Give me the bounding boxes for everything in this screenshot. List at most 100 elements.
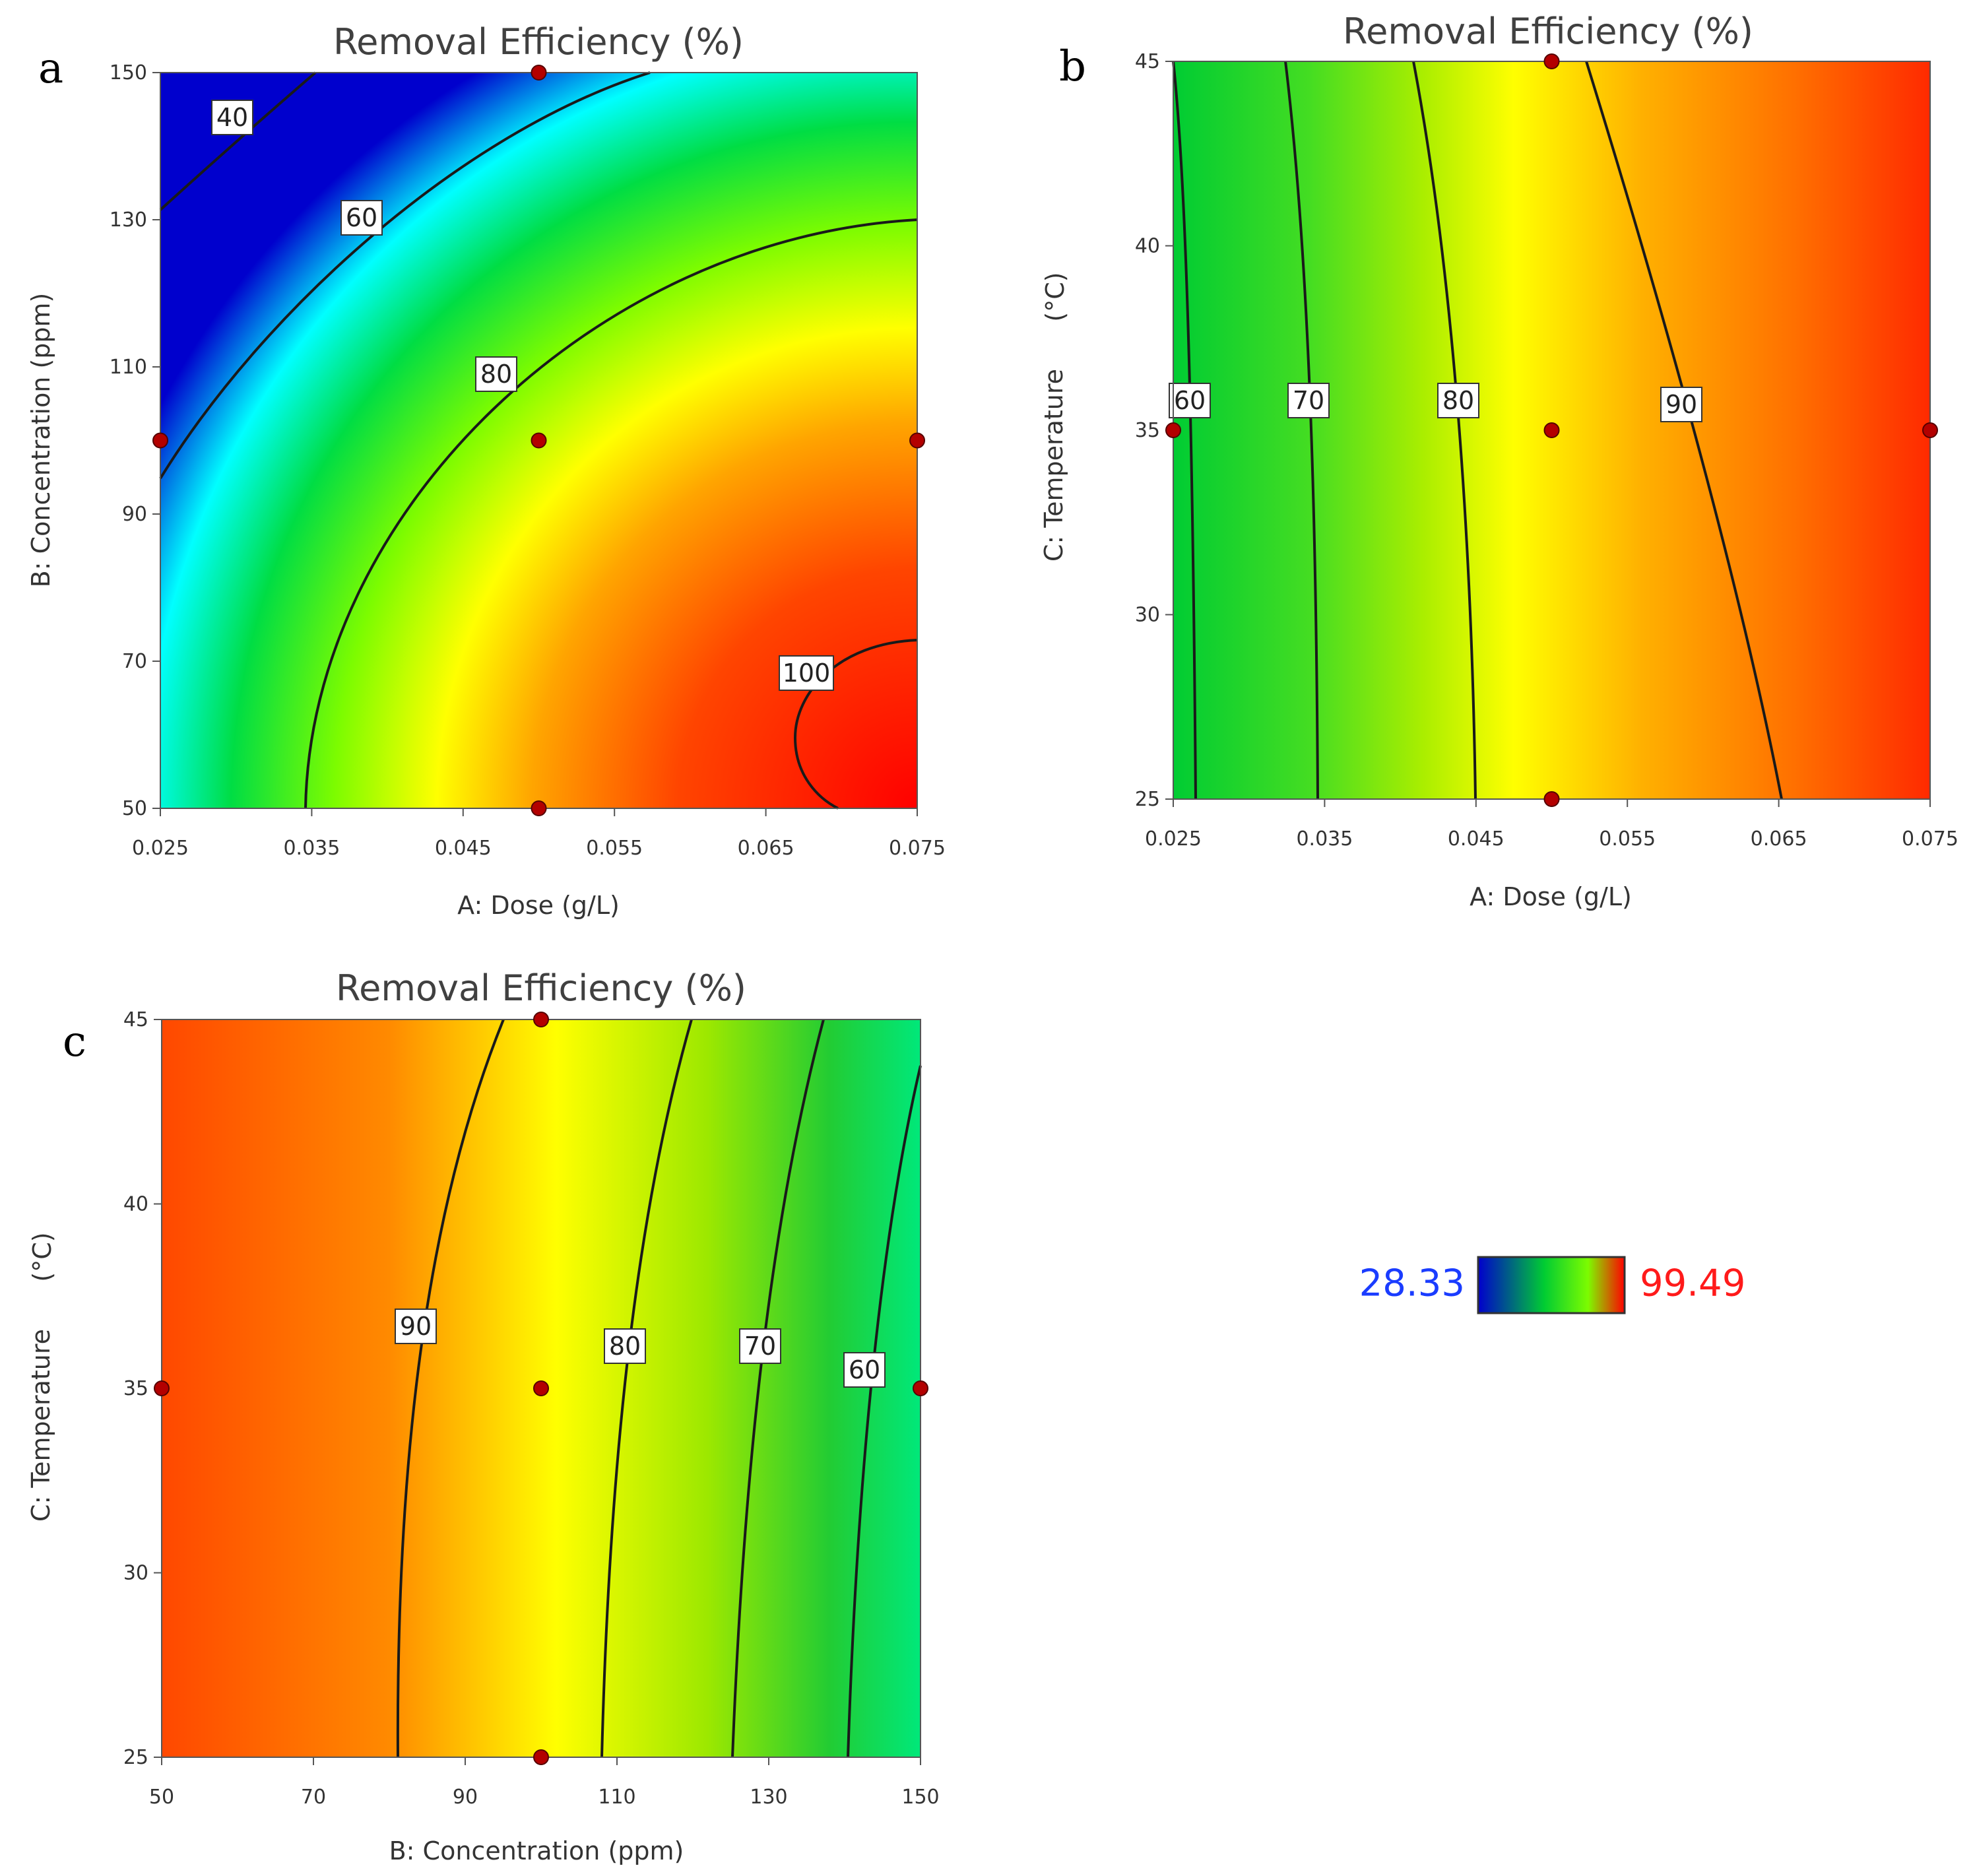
y-tick-label: 35 xyxy=(123,1377,148,1400)
x-tick-label: 0.055 xyxy=(1599,827,1656,851)
x-tick-label: 0.075 xyxy=(1902,827,1958,851)
design-point xyxy=(909,432,925,449)
contour-label-box xyxy=(395,1309,437,1344)
design-point xyxy=(533,1749,549,1765)
chart-title-b: Removal Efficiency (%) xyxy=(1343,11,1753,52)
contour-80 xyxy=(304,218,918,809)
contour-label-text: 70 xyxy=(744,1332,776,1361)
contour-label-40: 40 xyxy=(211,100,253,135)
color-legend: 28.33 99.49 xyxy=(1359,1256,1745,1314)
contour-label-90: 90 xyxy=(1660,387,1702,422)
contour-label-60: 60 xyxy=(843,1352,886,1388)
y-tick-label: 40 xyxy=(1135,235,1160,258)
contour-label-80: 80 xyxy=(1437,383,1479,418)
x-tick-label: 150 xyxy=(901,1786,939,1809)
y-tick-label: 90 xyxy=(122,503,147,526)
contour-label-text: 60 xyxy=(346,203,377,232)
x-tick-label: 0.075 xyxy=(889,837,946,860)
contour-label-box xyxy=(1169,383,1211,418)
x-tick-label: 0.065 xyxy=(738,837,794,860)
y-axis-unit-b: (°C) xyxy=(1041,272,1070,321)
contour-label-text: 40 xyxy=(216,103,248,132)
y-tick-label: 45 xyxy=(123,1008,148,1031)
contour-label-box xyxy=(1287,383,1330,418)
panel-letter-a: a xyxy=(38,44,63,93)
x-axis-label-c: B: Concentration (ppm) xyxy=(389,1836,684,1865)
contour-label-box xyxy=(604,1328,646,1364)
x-tick-label: 0.025 xyxy=(132,837,189,860)
contour-label-text: 60 xyxy=(849,1355,880,1384)
contour-label-text: 70 xyxy=(1293,386,1324,415)
contour-label-text: 100 xyxy=(783,659,831,688)
legend-color-bar xyxy=(1477,1256,1626,1314)
y-tick-label: 35 xyxy=(1135,419,1160,442)
contour-70 xyxy=(731,1019,825,1758)
panel-letter-c: c xyxy=(63,1018,86,1066)
contour-80 xyxy=(600,1019,693,1758)
legend-max-value: 99.49 xyxy=(1640,1262,1745,1305)
x-tick-label: 50 xyxy=(149,1786,174,1809)
design-point xyxy=(531,65,547,81)
x-tick-label: 70 xyxy=(301,1786,326,1809)
y-tick-label: 25 xyxy=(123,1746,148,1769)
contour-label-text: 90 xyxy=(1666,390,1697,419)
y-tick-label: 25 xyxy=(1135,788,1160,811)
y-tick-label: 30 xyxy=(1135,604,1160,627)
contour-label-box xyxy=(779,655,834,691)
y-axis-label-c: C: Temperature xyxy=(26,1329,55,1522)
design-point xyxy=(533,1380,549,1396)
y-tick-label: 40 xyxy=(123,1193,148,1216)
contour-label-box xyxy=(211,100,253,135)
contour-label-70: 70 xyxy=(739,1328,781,1364)
y-tick-label: 50 xyxy=(122,797,147,820)
legend-min-value: 28.33 xyxy=(1359,1262,1465,1305)
contour-label-70: 70 xyxy=(1287,383,1330,418)
x-tick-label: 0.025 xyxy=(1145,827,1202,851)
contour-label-60: 60 xyxy=(1169,383,1211,418)
x-axis-label-b: A: Dose (g/L) xyxy=(1470,882,1632,911)
contour-label-text: 80 xyxy=(480,360,512,389)
x-axis-label-a: A: Dose (g/L) xyxy=(457,891,620,920)
contour-label-90: 90 xyxy=(395,1309,437,1344)
x-tick-label: 0.065 xyxy=(1751,827,1807,851)
x-tick-label: 0.035 xyxy=(1296,827,1353,851)
contour-label-box xyxy=(739,1328,781,1364)
contour-label-text: 80 xyxy=(609,1332,641,1361)
design-point xyxy=(154,1380,170,1396)
x-tick-label: 0.035 xyxy=(283,837,340,860)
design-point xyxy=(531,800,547,816)
y-tick-label: 30 xyxy=(123,1562,148,1585)
contour-label-80: 80 xyxy=(475,356,517,392)
contour-100 xyxy=(793,639,918,810)
design-point xyxy=(152,432,168,449)
contour-90 xyxy=(1585,61,1783,800)
contour-panel-c: 90 80 70 60 50 70 90 110 130 150 25 30 35 40 45 Remov… xyxy=(26,967,940,1865)
y-tick-label: 130 xyxy=(110,209,147,232)
design-point xyxy=(1922,422,1938,438)
y-tick-label: 45 xyxy=(1135,50,1160,73)
chart-title-c: Removal Efficiency (%) xyxy=(336,967,746,1009)
contour-label-80: 80 xyxy=(604,1328,646,1364)
x-tick-label: 90 xyxy=(453,1786,478,1809)
panel-letter-b: b xyxy=(1059,42,1086,91)
y-axis-unit-c: (°C) xyxy=(28,1232,57,1281)
contour-60 xyxy=(1172,61,1197,800)
contour-label-text: 80 xyxy=(1442,386,1474,415)
contour-label-100: 100 xyxy=(779,655,834,691)
design-point xyxy=(531,432,547,449)
y-tick-label: 70 xyxy=(122,650,147,673)
x-tick-label: 0.055 xyxy=(586,837,643,860)
x-tick-label: 0.045 xyxy=(435,837,492,860)
contour-label-box xyxy=(340,200,383,236)
design-point xyxy=(1543,422,1560,438)
y-tick-label: 150 xyxy=(110,61,147,84)
design-point xyxy=(913,1380,928,1396)
y-tick-label: 110 xyxy=(110,356,147,379)
contour-label-box xyxy=(1437,383,1479,418)
x-tick-label: 0.045 xyxy=(1448,827,1504,851)
x-tick-label: 130 xyxy=(750,1786,787,1809)
contour-label-box xyxy=(1660,387,1702,422)
contour-label-box xyxy=(475,356,517,392)
design-point xyxy=(533,1012,549,1027)
